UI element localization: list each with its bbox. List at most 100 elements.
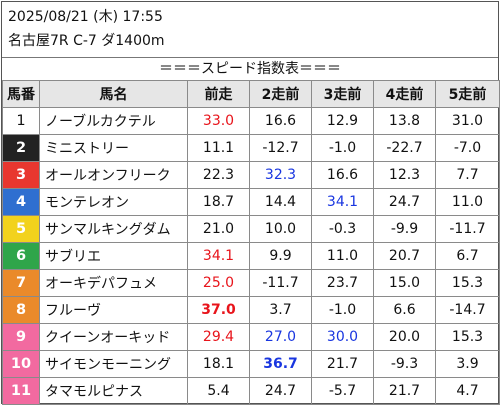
horse-number-cell: 7 xyxy=(2,269,40,297)
horse-number-cell: 11 xyxy=(2,377,40,405)
speed-score-cell: 18.1 xyxy=(187,350,250,378)
horse-name-cell: ミニストリー xyxy=(39,134,188,162)
speed-score-cell: 29.4 xyxy=(187,323,250,351)
table-banner: ＝＝＝スピード指数表＝＝＝ xyxy=(2,57,498,80)
table-row: 4 モンテレオン 18.7 14.4 34.1 24.7 11.0 xyxy=(2,188,500,216)
speed-score-cell: 12.3 xyxy=(373,161,436,189)
table-row: 11 タマモルピナス 5.4 24.7 -5.7 21.7 4.7 xyxy=(2,377,500,405)
table-header-row: 馬番 馬名 前走 2走前 3走前 4走前 5走前 xyxy=(2,80,500,108)
speed-score-cell: 21.7 xyxy=(311,350,374,378)
speed-score-cell: 18.7 xyxy=(187,188,250,216)
table-row: 1 ノーブルカクテル 33.0 16.6 12.9 13.8 31.0 xyxy=(2,107,500,135)
table-row: 2 ミニストリー 11.1 -12.7 -1.0 -22.7 -7.0 xyxy=(2,134,500,162)
horse-number-cell: 10 xyxy=(2,350,40,378)
horse-name-cell: サブリエ xyxy=(39,242,188,270)
race-title: 名古屋7R C-7 ダ1400m xyxy=(8,33,165,49)
speed-score-cell: 6.7 xyxy=(435,242,500,270)
horse-number-cell: 3 xyxy=(2,161,40,189)
horse-name-cell: オールオンフリーク xyxy=(39,161,188,189)
speed-score-cell: 22.3 xyxy=(187,161,250,189)
speed-score-cell: -0.3 xyxy=(311,215,374,243)
speed-score-cell: 21.0 xyxy=(187,215,250,243)
speed-score-cell: 15.3 xyxy=(435,323,500,351)
speed-score-cell: 24.7 xyxy=(373,188,436,216)
speed-score-cell: 21.7 xyxy=(373,377,436,405)
speed-score-cell: 31.0 xyxy=(435,107,500,135)
horse-name-cell: クイーンオーキッド xyxy=(39,323,188,351)
table-row: 6 サブリエ 34.1 9.9 11.0 20.7 6.7 xyxy=(2,242,500,270)
speed-score-cell: -9.3 xyxy=(373,350,436,378)
speed-score-cell: 14.4 xyxy=(249,188,312,216)
speed-score-cell: 3.7 xyxy=(249,296,312,324)
horse-number-cell: 6 xyxy=(2,242,40,270)
table-row: 3 オールオンフリーク 22.3 32.3 16.6 12.3 7.7 xyxy=(2,161,500,189)
horse-name-cell: タマモルピナス xyxy=(39,377,188,405)
speed-score-cell: 24.7 xyxy=(249,377,312,405)
speed-score-cell: 37.0 xyxy=(187,296,250,324)
speed-score-cell: 11.0 xyxy=(311,242,374,270)
speed-score-cell: 25.0 xyxy=(187,269,250,297)
horse-number-cell: 4 xyxy=(2,188,40,216)
speed-score-cell: 10.0 xyxy=(249,215,312,243)
speed-score-cell: -5.7 xyxy=(311,377,374,405)
table-row: 9 クイーンオーキッド 29.4 27.0 30.0 20.0 15.3 xyxy=(2,323,500,351)
speed-score-cell: 33.0 xyxy=(187,107,250,135)
speed-score-cell: -11.7 xyxy=(249,269,312,297)
speed-score-cell: -11.7 xyxy=(435,215,500,243)
speed-score-cell: 34.1 xyxy=(187,242,250,270)
horse-name-cell: モンテレオン xyxy=(39,188,188,216)
horse-name-cell: サンマルキングダム xyxy=(39,215,188,243)
speed-score-cell: -14.7 xyxy=(435,296,500,324)
table-row: 7 オーキデパフュメ 25.0 -11.7 23.7 15.0 15.3 xyxy=(2,269,500,297)
speed-score-cell: 5.4 xyxy=(187,377,250,405)
horse-name-cell: オーキデパフュメ xyxy=(39,269,188,297)
speed-score-cell: -12.7 xyxy=(249,134,312,162)
speed-score-cell: 11.1 xyxy=(187,134,250,162)
horse-number-cell: 5 xyxy=(2,215,40,243)
speed-score-cell: 23.7 xyxy=(311,269,374,297)
speed-score-cell: 20.7 xyxy=(373,242,436,270)
horse-number-cell: 9 xyxy=(2,323,40,351)
speed-score-cell: 32.3 xyxy=(249,161,312,189)
speed-score-cell: 30.0 xyxy=(311,323,374,351)
speed-score-cell: 15.0 xyxy=(373,269,436,297)
speed-index-table: 馬番 馬名 前走 2走前 3走前 4走前 5走前 1 ノーブルカクテル 33.0 16… xyxy=(2,80,500,405)
column-header-3-races-ago: 3走前 xyxy=(311,80,374,108)
column-header-horse-name: 馬名 xyxy=(39,80,188,108)
speed-score-cell: 36.7 xyxy=(249,350,312,378)
speed-score-cell: 20.0 xyxy=(373,323,436,351)
speed-score-cell: 9.9 xyxy=(249,242,312,270)
speed-score-cell: 16.6 xyxy=(249,107,312,135)
speed-score-cell: 15.3 xyxy=(435,269,500,297)
table-row: 5 サンマルキングダム 21.0 10.0 -0.3 -9.9 -11.7 xyxy=(2,215,500,243)
horse-name-cell: ノーブルカクテル xyxy=(39,107,188,135)
speed-score-cell: 16.6 xyxy=(311,161,374,189)
speed-score-cell: 12.9 xyxy=(311,107,374,135)
speed-score-cell: 11.0 xyxy=(435,188,500,216)
speed-score-cell: -7.0 xyxy=(435,134,500,162)
race-date-time: 2025/08/21 (木) 17:55 xyxy=(8,9,163,25)
speed-score-cell: 27.0 xyxy=(249,323,312,351)
speed-score-cell: 3.9 xyxy=(435,350,500,378)
column-header-4-races-ago: 4走前 xyxy=(373,80,436,108)
table-row: 10 サイモンモーニング 18.1 36.7 21.7 -9.3 3.9 xyxy=(2,350,500,378)
column-header-horse-number: 馬番 xyxy=(2,80,40,108)
speed-score-cell: 13.8 xyxy=(373,107,436,135)
column-header-5-races-ago: 5走前 xyxy=(435,80,500,108)
speed-score-cell: 6.6 xyxy=(373,296,436,324)
speed-score-cell: -9.9 xyxy=(373,215,436,243)
horse-number-cell: 1 xyxy=(2,107,40,135)
horse-number-cell: 8 xyxy=(2,296,40,324)
speed-score-cell: -22.7 xyxy=(373,134,436,162)
speed-score-cell: -1.0 xyxy=(311,296,374,324)
column-header-2-races-ago: 2走前 xyxy=(249,80,312,108)
speed-score-cell: 7.7 xyxy=(435,161,500,189)
horse-name-cell: フルーヴ xyxy=(39,296,188,324)
horse-name-cell: サイモンモーニング xyxy=(39,350,188,378)
speed-score-cell: 34.1 xyxy=(311,188,374,216)
table-row: 8 フルーヴ 37.0 3.7 -1.0 6.6 -14.7 xyxy=(2,296,500,324)
speed-score-cell: 4.7 xyxy=(435,377,500,405)
horse-number-cell: 2 xyxy=(2,134,40,162)
column-header-last-race: 前走 xyxy=(187,80,250,108)
